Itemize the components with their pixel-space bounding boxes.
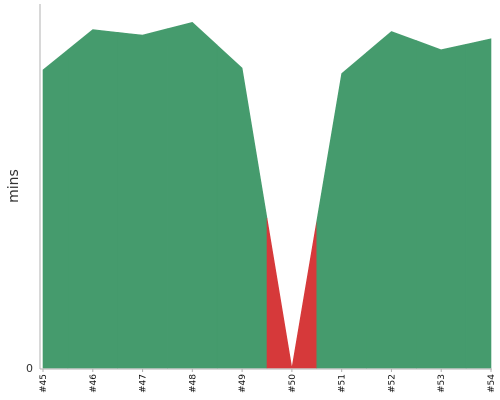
area-segment-48-success (167, 21, 218, 369)
x-tick-label: #52 (387, 374, 397, 393)
x-tick-label: #46 (89, 374, 99, 393)
x-axis-ticks: #45 #46 #47 #48 #49 #50 #51 #52 #53 #54 (39, 369, 497, 393)
x-tick-label: #54 (487, 374, 497, 393)
x-tick-label: #49 (238, 374, 248, 393)
area-segment-53-success (416, 40, 467, 369)
area-series (42, 21, 492, 369)
area-segment-50-failure (266, 217, 318, 369)
x-tick-label: #45 (39, 374, 49, 393)
area-segment-49-success (216, 44, 268, 369)
x-tick-label: #53 (437, 374, 447, 393)
area-segment-54-success (465, 38, 492, 369)
area-segment-52-success (366, 31, 417, 369)
area-segment-46-success (67, 29, 118, 369)
x-tick-label: #48 (188, 374, 198, 393)
area-segment-45-success (42, 49, 69, 369)
area-segment-47-success (117, 28, 168, 369)
x-tick-label: #47 (139, 374, 149, 393)
x-tick-label: #51 (338, 374, 348, 393)
area-segment-51-success (316, 51, 367, 369)
y-axis-ticks: 0 (26, 362, 33, 375)
y-tick-label: 0 (26, 362, 33, 375)
y-axis-title: mins (6, 169, 22, 203)
x-tick-label: #50 (288, 374, 298, 393)
